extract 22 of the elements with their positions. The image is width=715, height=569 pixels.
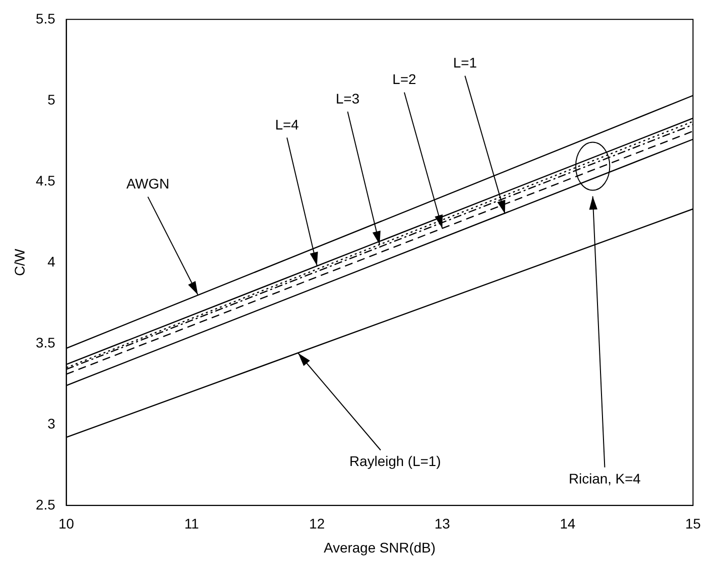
x-tick-label: 12 <box>309 516 325 532</box>
annotation: L=1 <box>453 54 478 71</box>
y-axis-title: C/W <box>11 248 28 276</box>
x-axis-title: Average SNR(dB) <box>324 539 436 556</box>
x-tick-label: 14 <box>560 516 576 532</box>
y-tick-label: 4.5 <box>36 172 56 188</box>
annotation: AWGN <box>126 176 170 192</box>
x-tick-label: 13 <box>434 516 450 532</box>
y-tick-label: 3 <box>47 415 56 432</box>
annotation: L=3 <box>336 90 360 106</box>
y-tick-label: 4 <box>47 253 56 270</box>
y-tick-label: 3.5 <box>36 334 56 350</box>
annotation: Rayleigh (L=1) <box>349 452 441 469</box>
x-tick-label: 10 <box>58 516 74 532</box>
annotation: Rician, K=4 <box>568 470 641 486</box>
annotation: L=2 <box>392 71 416 88</box>
y-tick-label: 5 <box>47 91 56 108</box>
annotation: L=4 <box>275 116 300 132</box>
y-tick-label: 5.5 <box>36 10 56 26</box>
x-tick-label: 15 <box>685 516 701 532</box>
y-tick-label: 2.5 <box>36 496 56 512</box>
x-tick-label: 11 <box>184 516 200 532</box>
